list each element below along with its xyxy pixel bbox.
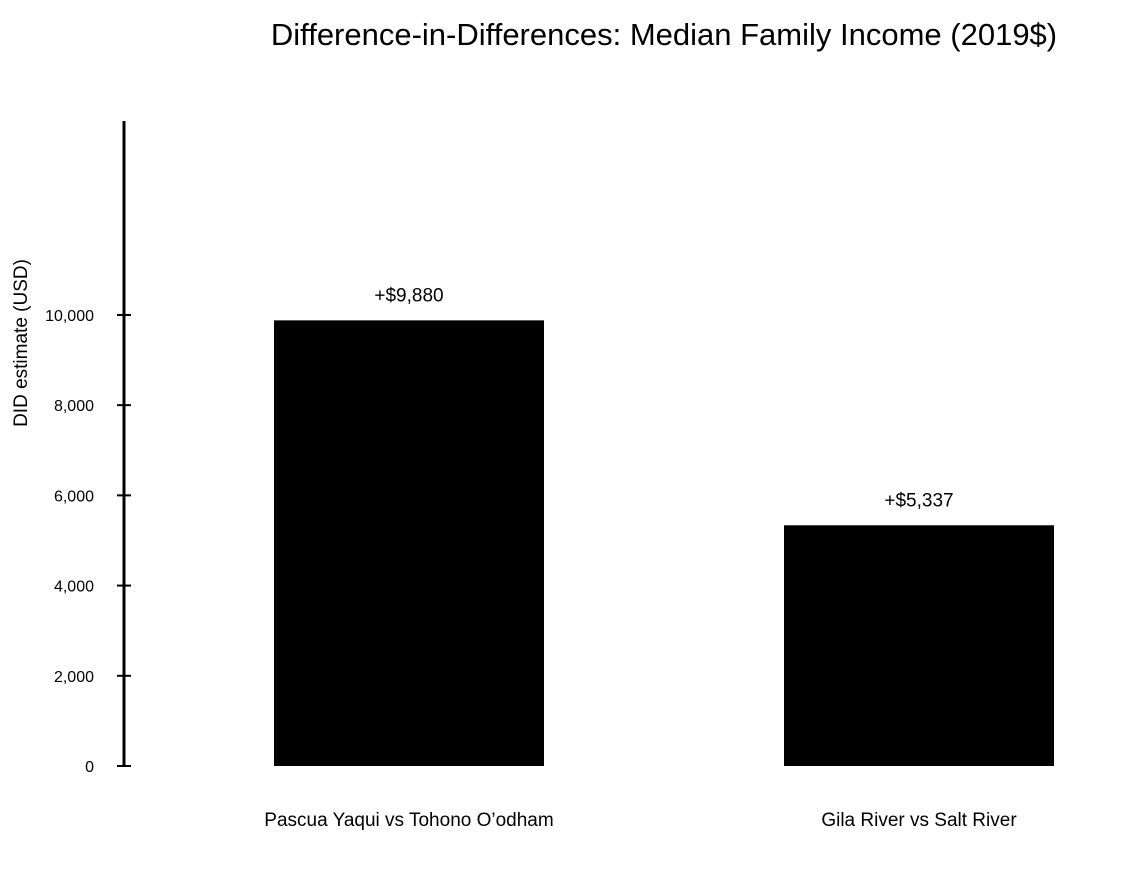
x-category-label: Gila River vs Salt River (821, 810, 1017, 831)
bar (274, 320, 544, 766)
y-tick-label: 10,000 (45, 308, 94, 325)
bar-labels: +$9,880 Pascua Yaqui vs Tohono O’odham +$5… (264, 285, 1017, 831)
y-tick-label: 4,000 (54, 579, 94, 596)
chart-title: Difference-in-Differences: Median Family… (271, 17, 1057, 52)
bar-value-label: +$5,337 (884, 490, 953, 511)
x-category-label: Pascua Yaqui vs Tohono O’odham (264, 810, 553, 831)
bar (784, 525, 1054, 766)
y-tick-label: 8,000 (54, 398, 94, 415)
y-tick-label: 0 (85, 759, 94, 776)
y-axis-ticks: 0 2,000 4,000 6,000 8,000 10,000 (45, 308, 131, 776)
y-tick-label: 2,000 (54, 669, 94, 686)
y-axis-label: DID estimate (USD) (11, 259, 32, 427)
bar-value-label: +$9,880 (374, 285, 443, 306)
bars (274, 320, 1054, 766)
y-tick-label: 6,000 (54, 488, 94, 505)
